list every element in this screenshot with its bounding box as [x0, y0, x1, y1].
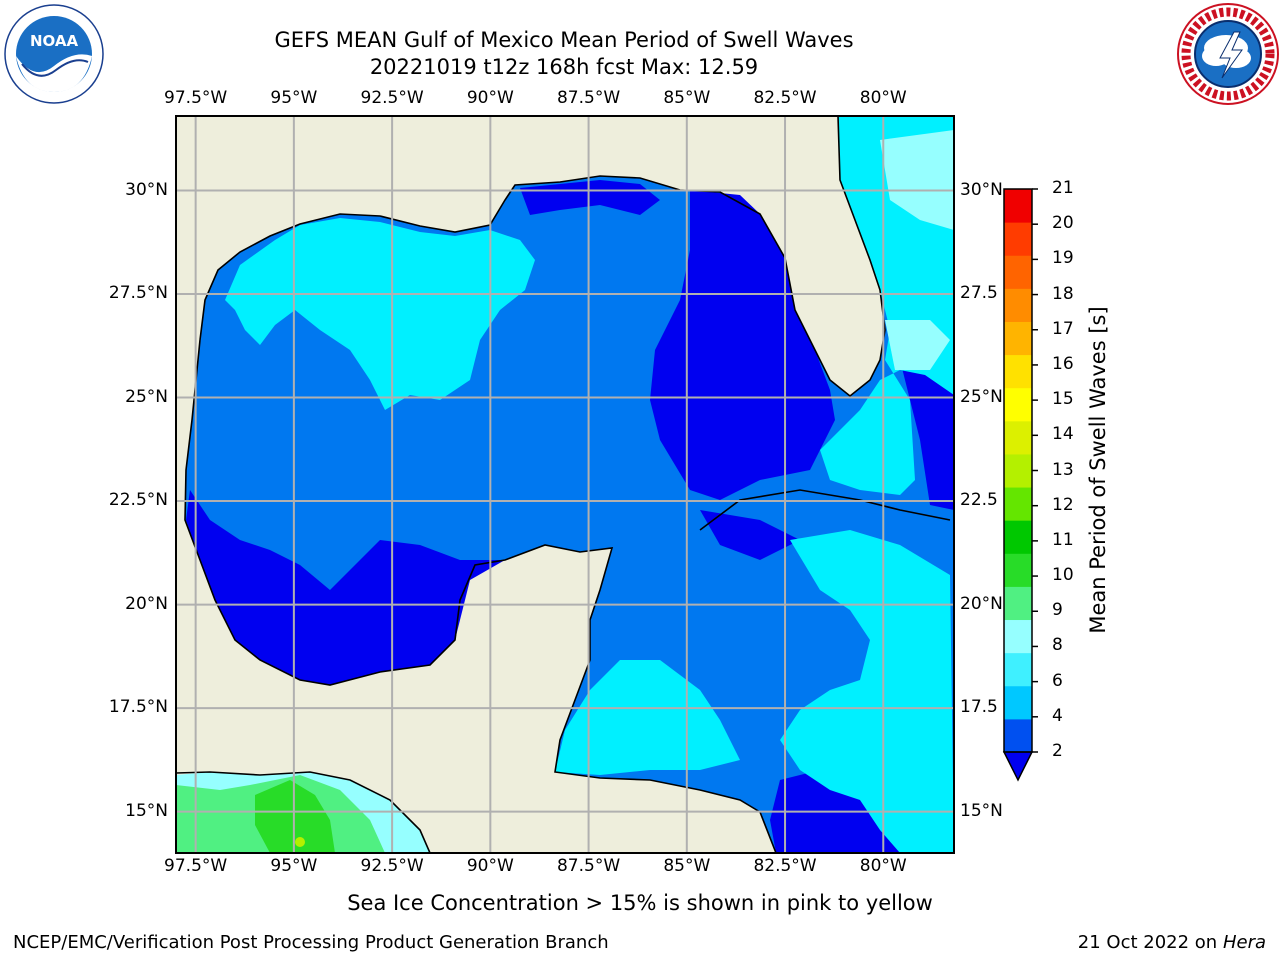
noaa-logo: NOAA	[4, 4, 104, 104]
lon-tick-top: 82.5°W	[753, 88, 817, 108]
lon-tick-bottom: 87.5°W	[556, 856, 621, 876]
colorbar-segment	[1004, 586, 1032, 621]
colorbar-segment	[1004, 222, 1032, 256]
field-band-low-east	[650, 190, 835, 500]
lat-tick-left: 27.5°N	[108, 283, 168, 304]
colorbar-tick-label: 12	[1052, 494, 1074, 515]
colorbar-tick-label: 2	[1052, 741, 1063, 761]
colorbar-tick-label: 11	[1052, 529, 1074, 550]
lon-tick-top: 97.5°W	[164, 88, 228, 108]
colorbar-tick-label: 13	[1052, 459, 1074, 480]
colorbar-segment	[1004, 288, 1032, 322]
colorbar-tick-label: 16	[1052, 353, 1074, 374]
colorbar-segment	[1004, 255, 1032, 289]
field-max-spot	[295, 837, 305, 847]
lon-tick-top: 87.5°W	[556, 88, 621, 108]
colorbar-tick-label: 6	[1052, 670, 1063, 691]
colorbar-segment	[1004, 321, 1032, 356]
lat-tick-left: 22.5°N	[108, 490, 168, 511]
field-band-low-west	[186, 490, 505, 685]
colorbar-tick-label: 19	[1052, 248, 1074, 269]
field-band-low-yucatan-east	[700, 510, 800, 560]
lat-tick-right: 20°N	[960, 593, 1003, 614]
lat-tick-right: 25°N	[960, 386, 1003, 407]
colorbar-tick-label: 14	[1052, 424, 1074, 445]
lon-tick-bottom: 92.5°W	[360, 856, 424, 876]
colorbar-segment	[1004, 387, 1032, 422]
footer-host: Hera	[1222, 932, 1266, 953]
colorbar-tick-label: 10	[1052, 565, 1074, 586]
colorbar-segment	[1004, 652, 1032, 687]
field-band-mid-north	[225, 218, 535, 410]
colorbar-segment	[1004, 453, 1032, 488]
field-band-light-east	[880, 130, 954, 230]
lat-tick-right: 15°N	[960, 800, 1003, 821]
lon-tick-top: 92.5°W	[360, 88, 424, 108]
sea-ice-note: Sea Ice Concentration > 15% is shown in …	[347, 891, 933, 915]
colorbar-segment	[1004, 189, 1032, 223]
chart-subtitle: 20221019 t12z 168h fcst Max: 12.59	[369, 55, 759, 79]
colorbar-tick-label: 17	[1052, 318, 1074, 339]
lat-tick-right: 30°N	[960, 179, 1003, 200]
colorbar-tick-label: 20	[1052, 213, 1074, 234]
map-frame	[175, 115, 955, 854]
colorbar-tick-label: 21	[1052, 178, 1074, 198]
colorbar-tick-label: 18	[1052, 283, 1074, 304]
footer-date: 21 Oct 2022 on Hera	[1077, 932, 1266, 953]
lat-tick-left: 25°N	[125, 386, 168, 407]
lon-tick-top: 80°W	[859, 88, 907, 108]
lon-tick-bottom: 90°W	[466, 856, 514, 876]
colorbar-tick-label: 8	[1052, 635, 1063, 656]
noaa-logo-text: NOAA	[30, 32, 79, 50]
colorbar-segment	[1004, 420, 1032, 455]
colorbar-segment	[1004, 553, 1032, 587]
colorbar-segment	[1004, 718, 1032, 753]
lon-tick-bottom: 85°W	[663, 856, 711, 876]
lat-tick-right: 22.5	[960, 490, 998, 511]
colorbar-segment	[1004, 520, 1032, 554]
field-band-light-straits	[885, 320, 950, 370]
lon-tick-bottom: 82.5°W	[753, 856, 817, 876]
colorbar-extend-arrow	[1002, 751, 1034, 782]
chart-title: GEFS MEAN Gulf of Mexico Mean Period of …	[274, 28, 854, 52]
graticule	[176, 116, 954, 853]
colorbar-segment	[1004, 619, 1032, 654]
colorbar-tick-label: 9	[1052, 600, 1063, 621]
lat-tick-left: 30°N	[125, 179, 168, 200]
colorbar-segment	[1004, 487, 1032, 521]
colorbar-tick-label: 15	[1052, 389, 1074, 410]
lat-tick-left: 20°N	[125, 593, 168, 614]
footer-credit: NCEP/EMC/Verification Post Processing Pr…	[13, 932, 609, 953]
lat-tick-left: 17.5°N	[108, 697, 168, 718]
lon-tick-top: 95°W	[270, 88, 318, 108]
lat-tick-right: 27.5	[960, 283, 998, 304]
field-band-pacific-green-dark	[255, 780, 335, 853]
lon-tick-top: 85°W	[663, 88, 711, 108]
lat-tick-right: 17.5	[960, 697, 998, 718]
lon-tick-bottom: 95°W	[270, 856, 318, 876]
field-band-mid-honduras	[555, 660, 740, 775]
lat-tick-left: 15°N	[125, 800, 168, 821]
lon-tick-bottom: 80°W	[859, 856, 907, 876]
colorbar	[1002, 188, 1038, 782]
colorbar-title: Mean Period of Swell Waves [s]	[1086, 306, 1110, 634]
field-band-mid-caribbean	[780, 530, 954, 853]
colorbar-tick-label: 4	[1052, 705, 1063, 726]
colorbar-segment	[1004, 685, 1032, 720]
nws-logo	[1177, 3, 1279, 105]
colorbar-segment	[1004, 354, 1032, 389]
map-field	[176, 116, 954, 853]
field-band-low-north	[520, 180, 660, 215]
lon-tick-bottom: 97.5°W	[164, 856, 228, 876]
lon-tick-top: 90°W	[466, 88, 514, 108]
